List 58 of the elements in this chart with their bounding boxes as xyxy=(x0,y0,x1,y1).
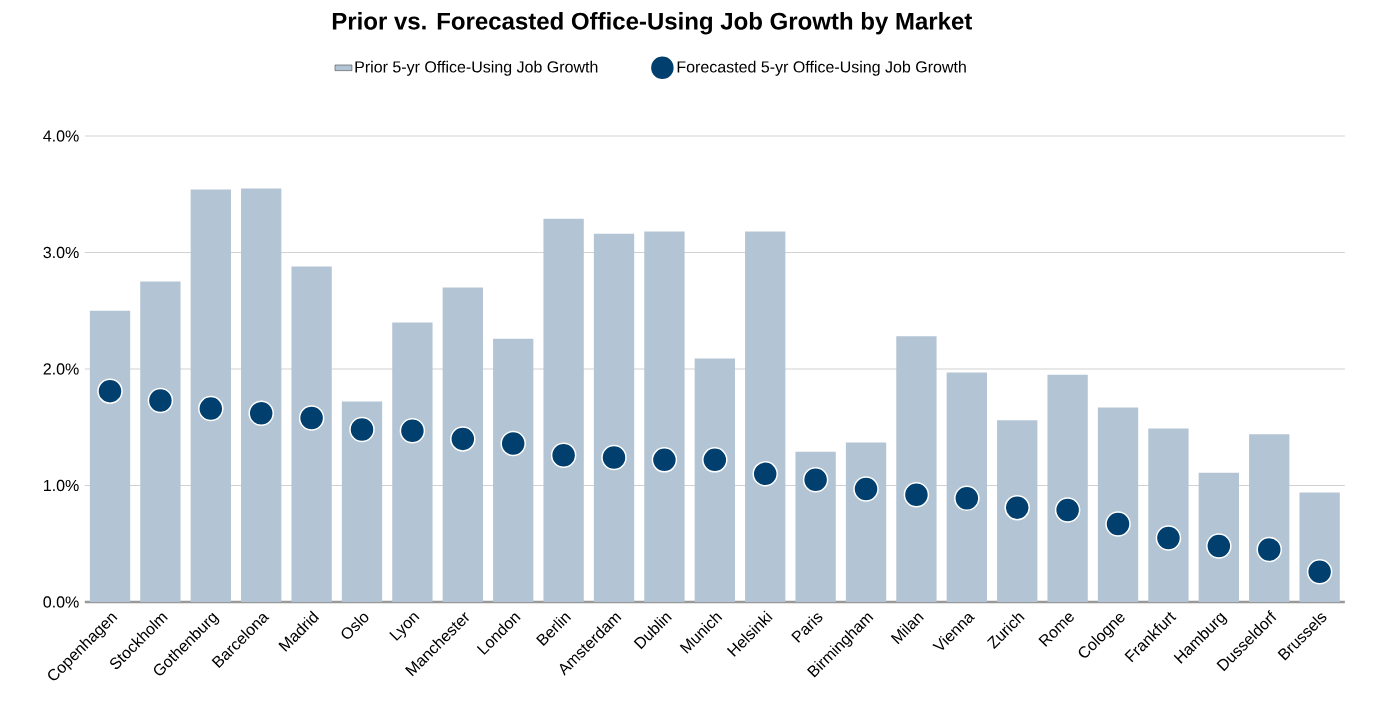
chart-title: Prior vs. Forecasted Office-Using Job Growth by Market xyxy=(332,12,973,35)
point xyxy=(147,387,174,414)
bar xyxy=(190,189,231,602)
y-tick-label: 0.0% xyxy=(43,596,79,608)
point xyxy=(853,476,879,502)
point xyxy=(1004,494,1030,521)
bar xyxy=(392,322,433,602)
y-tick-label: 2.0% xyxy=(43,363,79,375)
bar xyxy=(241,188,282,602)
bar xyxy=(593,233,635,602)
point xyxy=(702,447,728,473)
bar xyxy=(845,442,887,602)
bar xyxy=(1097,407,1139,602)
bar xyxy=(341,401,383,602)
legend-label: Forecasted 5-yr Office-Using Job Growth xyxy=(677,60,966,76)
bar xyxy=(1047,374,1088,602)
point xyxy=(601,444,627,471)
point xyxy=(802,466,829,493)
point xyxy=(97,378,123,404)
bar xyxy=(644,231,685,602)
bar xyxy=(1148,428,1189,602)
bar xyxy=(493,338,534,602)
bar xyxy=(946,372,987,602)
x-tick-label: Oslo xyxy=(341,613,369,639)
point xyxy=(1054,497,1081,523)
bar xyxy=(694,358,735,602)
bar xyxy=(543,218,584,602)
point xyxy=(550,442,577,468)
bar xyxy=(745,231,786,602)
bar xyxy=(795,451,836,602)
point xyxy=(349,416,375,443)
point xyxy=(248,400,274,427)
bar xyxy=(442,287,483,602)
point xyxy=(450,426,476,452)
point xyxy=(198,395,224,422)
point xyxy=(1306,558,1333,585)
legend-label: Prior 5-yr Office-Using Job Growth xyxy=(355,60,598,76)
point xyxy=(298,405,325,431)
point xyxy=(1256,536,1282,563)
point xyxy=(399,417,426,444)
bar xyxy=(140,281,181,602)
y-tick-label: 3.0% xyxy=(43,246,79,259)
bar xyxy=(896,336,937,602)
bar xyxy=(89,310,131,602)
bar xyxy=(291,266,332,602)
point xyxy=(651,447,678,473)
y-tick-label: 1.0% xyxy=(44,479,79,492)
bar xyxy=(1249,434,1290,602)
point xyxy=(500,430,526,457)
point xyxy=(752,461,778,487)
point xyxy=(954,485,980,512)
y-tick-label: 4.0% xyxy=(43,130,79,142)
bar xyxy=(1198,472,1239,602)
point xyxy=(903,482,930,508)
point xyxy=(1155,525,1182,551)
bar xyxy=(997,420,1038,602)
point xyxy=(1206,533,1232,559)
point xyxy=(1105,511,1131,537)
